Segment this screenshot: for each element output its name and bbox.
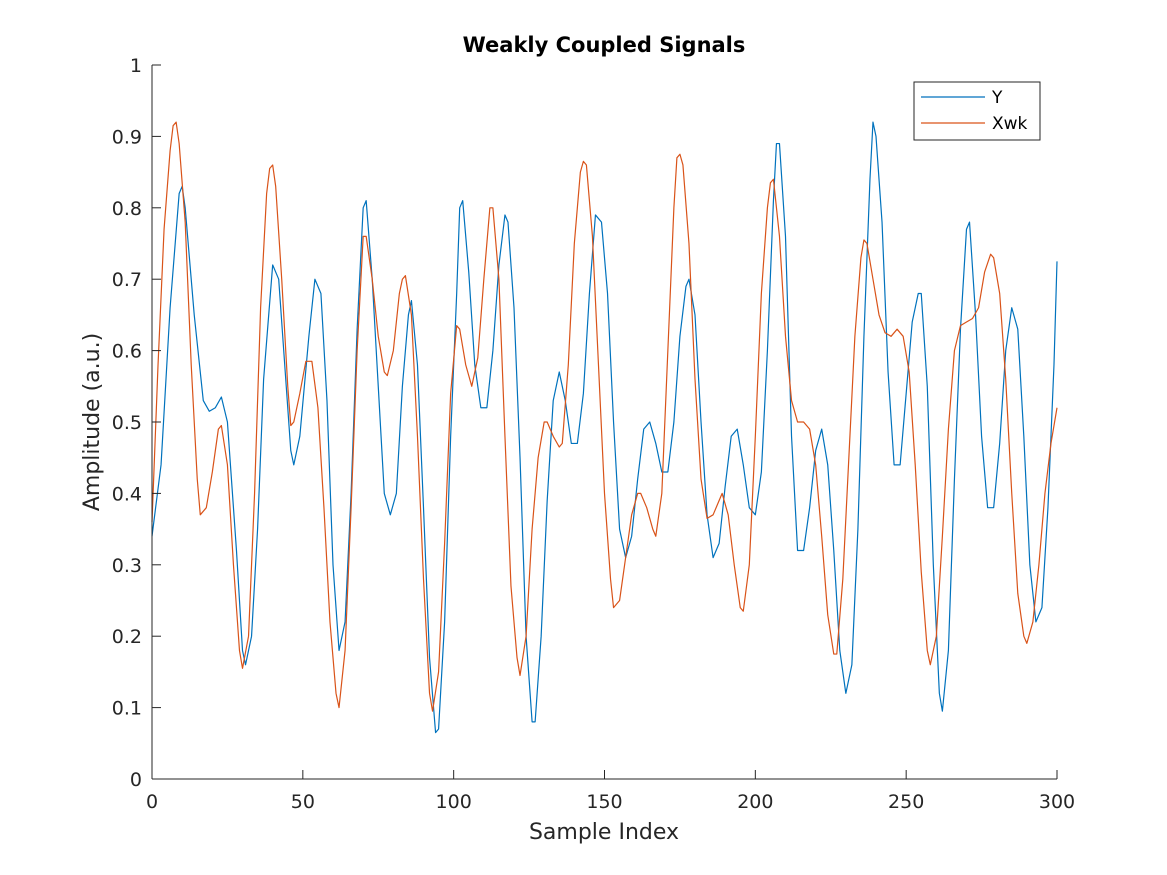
x-tick-label: 150	[586, 791, 622, 813]
legend-label-xwk: Xwk	[992, 114, 1028, 134]
y-tick-label: 0.3	[112, 555, 142, 577]
legend-label-y: Y	[991, 88, 1003, 108]
x-tick-label: 0	[146, 791, 158, 813]
y-tick-label: 0.6	[112, 341, 142, 363]
x-tick-label: 100	[436, 791, 472, 813]
y-axis-ticks: 0 0.1 0.2 0.3 0.4 0.5 0.6 0.7 0.8 0.9 1	[112, 55, 161, 791]
x-tick-label: 300	[1039, 791, 1075, 813]
x-axis-ticks: 0 50 100 150 200 250 300	[146, 770, 1075, 813]
y-tick-label: 0.7	[112, 269, 142, 291]
series-line-xwk	[151, 121, 1058, 712]
legend-box	[913, 81, 1041, 141]
chart-title: Weakly Coupled Signals	[463, 33, 746, 57]
y-tick-label: 0.4	[112, 483, 142, 505]
y-tick-label: 0.1	[112, 698, 142, 720]
y-tick-label: 0	[130, 769, 142, 791]
y-tick-label: 0.2	[112, 626, 142, 648]
y-tick-label: 0.5	[112, 412, 142, 434]
legend: Y Xwk	[913, 81, 1041, 141]
x-tick-label: 50	[291, 791, 315, 813]
x-tick-label: 200	[737, 791, 773, 813]
y-tick-label: 0.8	[112, 198, 142, 220]
x-axis-label: Sample Index	[529, 820, 679, 845]
x-tick-label: 250	[888, 791, 924, 813]
y-axis-label: Amplitude (a.u.)	[80, 333, 105, 511]
series-line-y	[151, 121, 1058, 734]
y-tick-label: 1	[130, 55, 142, 77]
y-tick-label: 0.9	[112, 126, 142, 148]
plot-area	[151, 121, 1058, 734]
